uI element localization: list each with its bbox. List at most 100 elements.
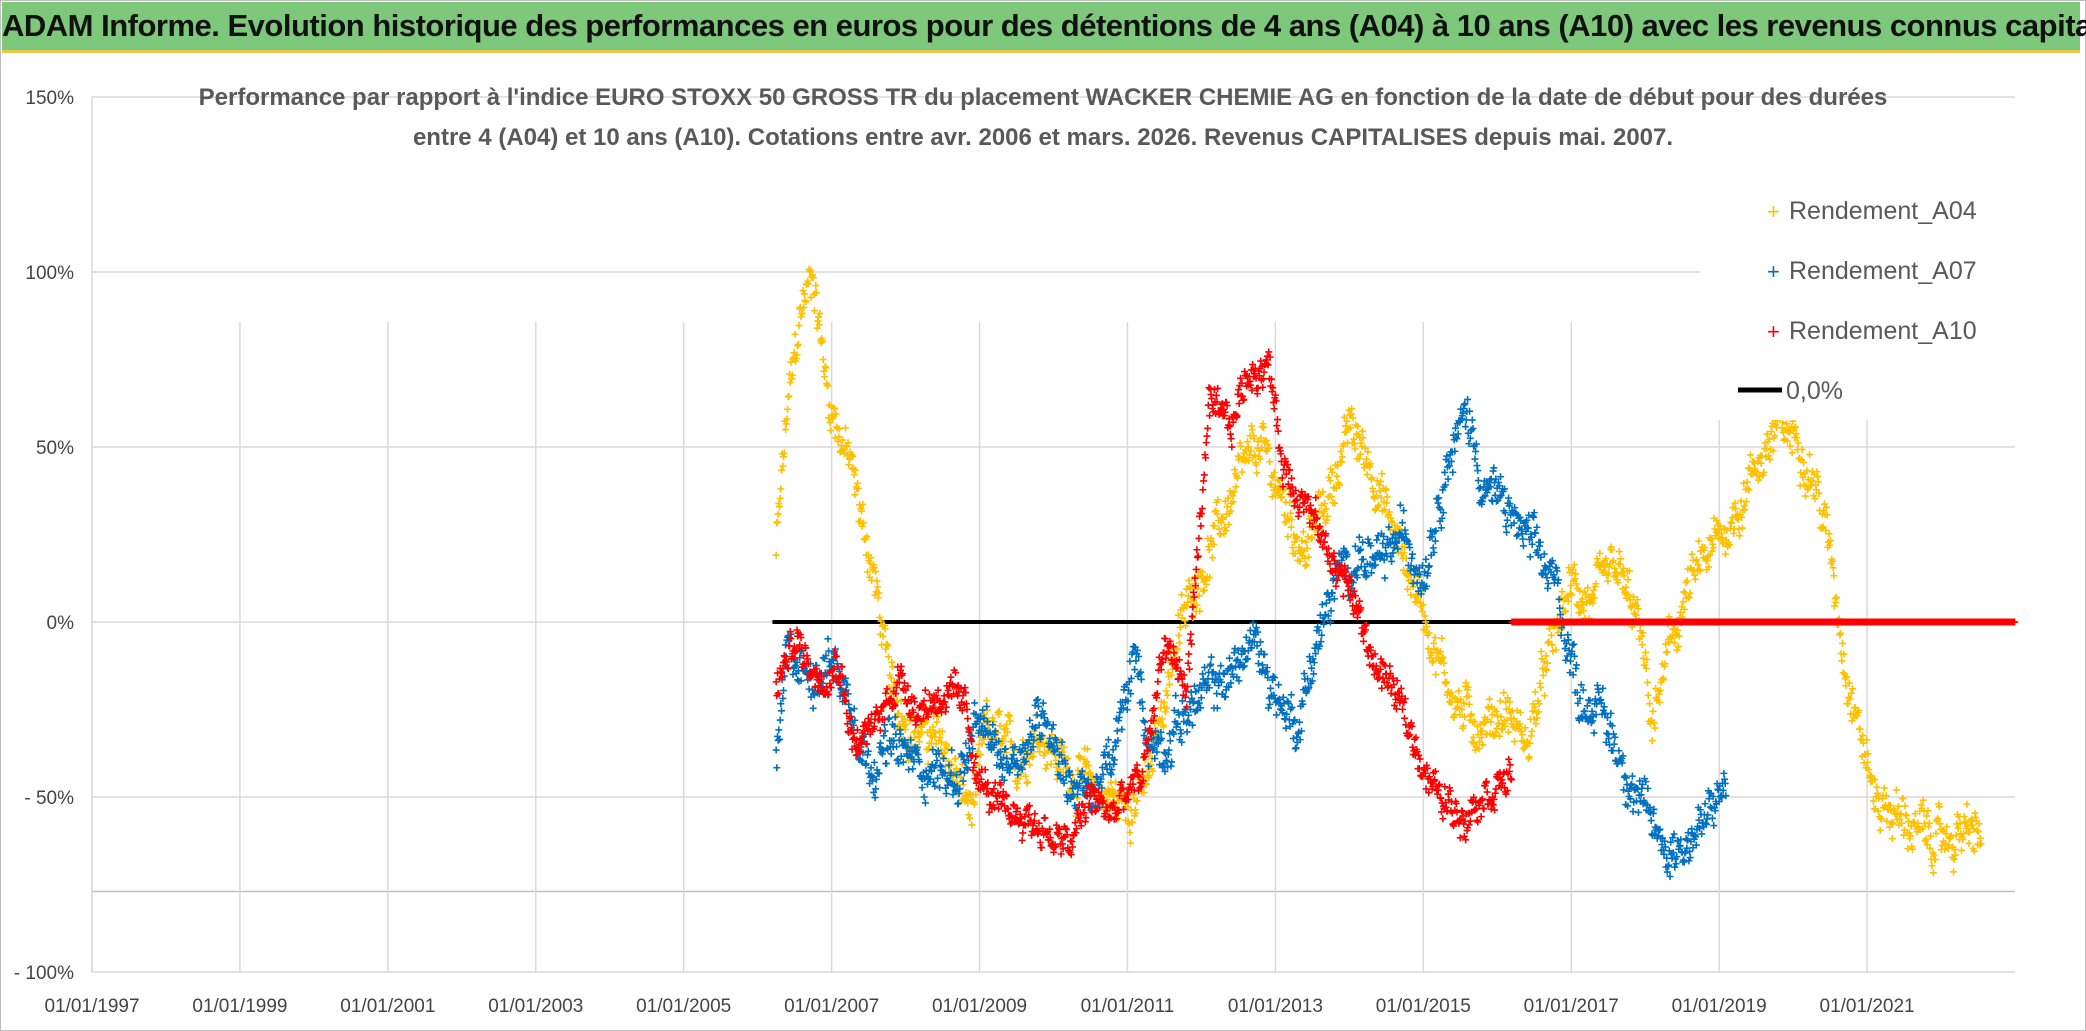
point-rendement-a04 [1303, 545, 1311, 553]
point-rendement-a07 [1562, 656, 1570, 664]
point-rendement-a04 [1680, 588, 1688, 596]
point-rendement-a07 [1240, 662, 1248, 670]
point-rendement-a04 [1269, 473, 1277, 481]
point-rendement-a04 [1632, 611, 1640, 619]
point-rendement-a04 [1268, 493, 1276, 501]
point-rendement-a10 [1185, 650, 1193, 658]
point-rendement-a04 [1562, 607, 1570, 615]
point-rendement-a04 [1302, 538, 1310, 546]
point-rendement-a04 [1706, 551, 1714, 559]
point-rendement-a04 [1465, 692, 1473, 700]
point-rendement-a07 [1252, 624, 1260, 632]
point-rendement-a04 [1829, 564, 1837, 572]
point-rendement-a10 [1401, 714, 1409, 722]
point-rendement-a04 [1640, 654, 1648, 662]
point-rendement-a04 [884, 642, 892, 650]
point-rendement-a04 [1425, 629, 1433, 637]
point-rendement-a07 [1123, 706, 1131, 714]
point-rendement-a04 [839, 436, 847, 444]
point-rendement-a04 [809, 274, 817, 282]
point-rendement-a04 [794, 340, 802, 348]
point-rendement-a04 [1262, 436, 1270, 444]
y-tick-label: 100% [25, 263, 74, 284]
point-rendement-a04 [1899, 795, 1907, 803]
point-rendement-a07 [948, 746, 956, 754]
point-rendement-a10 [1339, 592, 1347, 600]
point-rendement-a04 [802, 298, 810, 306]
point-rendement-a10 [1505, 755, 1513, 763]
point-rendement-a04 [1471, 718, 1479, 726]
point-rendement-a07 [1034, 703, 1042, 711]
point-rendement-a04 [1674, 626, 1682, 634]
point-rendement-a04 [783, 415, 791, 423]
point-rendement-a04 [1413, 598, 1421, 606]
point-rendement-a04 [875, 589, 883, 597]
point-rendement-a04 [931, 729, 939, 737]
point-rendement-a04 [1418, 607, 1426, 615]
point-rendement-a04 [1516, 709, 1524, 717]
point-rendement-a10 [1038, 844, 1046, 852]
point-rendement-a07 [1474, 477, 1482, 485]
point-rendement-a04 [1822, 503, 1830, 511]
point-rendement-a07 [1503, 528, 1511, 536]
point-rendement-a04 [1798, 445, 1806, 453]
point-rendement-a04 [1873, 783, 1881, 791]
point-rendement-a04 [1223, 503, 1231, 511]
point-rendement-a07 [1644, 784, 1652, 792]
point-rendement-a04 [1456, 711, 1464, 719]
point-rendement-a07 [893, 743, 901, 751]
point-rendement-a07 [1033, 711, 1041, 719]
point-rendement-a04 [786, 379, 794, 387]
point-rendement-a04 [1048, 731, 1056, 739]
point-rendement-a04 [1644, 691, 1652, 699]
point-rendement-a04 [1383, 499, 1391, 507]
point-rendement-a04 [1209, 554, 1217, 562]
point-rendement-a04 [1189, 614, 1197, 622]
point-rendement-a04 [1254, 438, 1262, 446]
point-rendement-a10 [1415, 765, 1423, 773]
point-rendement-a10 [1273, 422, 1281, 430]
point-rendement-a04 [1625, 567, 1633, 575]
x-tick-label: 01/01/2001 [340, 996, 435, 1017]
point-rendement-a07 [920, 793, 928, 801]
point-rendement-a04 [1085, 762, 1093, 770]
point-rendement-a07 [876, 739, 884, 747]
point-rendement-a04 [860, 519, 868, 527]
point-rendement-a04 [1800, 458, 1808, 466]
point-rendement-a04 [870, 564, 878, 572]
point-rendement-a04 [1361, 444, 1369, 452]
x-tick-label: 01/01/2013 [1228, 996, 1323, 1017]
point-rendement-a04 [1661, 660, 1669, 668]
point-rendement-a04 [1928, 862, 1936, 870]
point-rendement-a04 [1754, 476, 1762, 484]
point-rendement-a04 [1837, 629, 1845, 637]
point-rendement-a07 [1400, 507, 1408, 515]
y-tick-label: 50% [36, 438, 74, 459]
point-rendement-a04 [1540, 658, 1548, 666]
point-rendement-a04 [1492, 728, 1500, 736]
point-rendement-a04 [1517, 727, 1525, 735]
point-rendement-a04 [1140, 789, 1148, 797]
point-rendement-a04 [800, 304, 808, 312]
point-rendement-a10 [882, 689, 890, 697]
point-rendement-a10 [1235, 400, 1243, 408]
point-rendement-a04 [1443, 678, 1450, 686]
point-rendement-a04 [1633, 596, 1641, 604]
x-tick-label: 01/01/2021 [1820, 996, 1915, 1017]
point-rendement-a07 [1408, 550, 1416, 558]
point-rendement-a04 [1634, 605, 1642, 613]
point-rendement-a07 [774, 736, 782, 744]
point-rendement-a04 [1459, 722, 1467, 730]
point-rendement-a10 [1214, 384, 1222, 392]
point-rendement-a07 [1131, 666, 1139, 674]
point-rendement-a04 [1158, 715, 1166, 723]
point-rendement-a04 [1360, 464, 1368, 472]
point-rendement-a04 [1287, 509, 1295, 517]
point-rendement-a04 [1651, 724, 1659, 732]
point-rendement-a04 [1455, 687, 1463, 695]
point-rendement-a04 [1547, 631, 1555, 639]
point-rendement-a04 [1219, 515, 1227, 523]
point-rendement-a04 [832, 410, 840, 418]
point-rendement-a10 [1187, 630, 1195, 638]
point-rendement-a04 [1458, 705, 1466, 713]
